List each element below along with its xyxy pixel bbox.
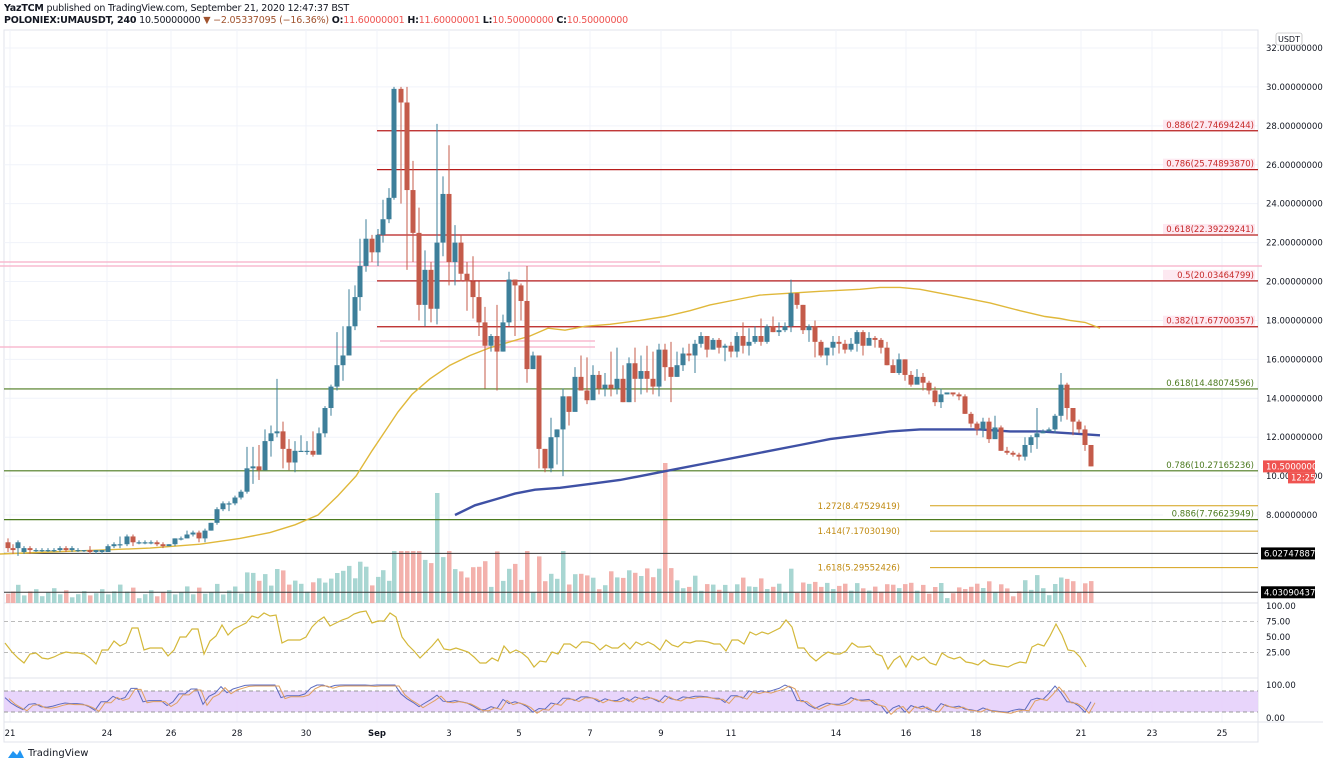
moving-averages (0, 286, 1101, 555)
svg-text:0.886(27.74694244): 0.886(27.74694244) (1166, 121, 1254, 131)
symbol-label: POLONIEX:UMAUSDT, 240 (4, 15, 137, 26)
svg-text:100.00: 100.00 (1266, 681, 1296, 691)
svg-text:75.00: 75.00 (1266, 618, 1290, 628)
price-axis[interactable]: 32.00000000 30.00000000 28.00000000 26.0000… (1261, 32, 1323, 599)
svg-text:28: 28 (232, 729, 243, 739)
svg-text:1.272(8.47529419): 1.272(8.47529419) (818, 502, 900, 512)
open-label: O: (331, 15, 344, 26)
svg-text:10.50000000: 10.50000000 (1266, 462, 1323, 472)
svg-text:28.00000000: 28.00000000 (1266, 122, 1323, 132)
volume-bars (6, 463, 1094, 603)
high-label: H: (407, 15, 419, 26)
svg-text:0.886(7.76623949): 0.886(7.76623949) (1172, 510, 1254, 520)
svg-text:24: 24 (102, 729, 113, 739)
svg-text:0.786(25.74893870): 0.786(25.74893870) (1166, 160, 1254, 170)
svg-text:12:25: 12:25 (1291, 473, 1316, 483)
svg-text:1.618(5.29552426): 1.618(5.29552426) (818, 564, 900, 574)
svg-text:7: 7 (587, 729, 592, 739)
tradingview-footer: TradingView (8, 748, 88, 759)
svg-text:26.00000000: 26.00000000 (1266, 161, 1323, 171)
publish-line: YazTCM published on TradingView.com, Sep… (4, 3, 349, 14)
fib-levels: 0.886(27.74694244) 0.786(25.74893870) 0.61… (0, 119, 1262, 593)
symbol-legend: POLONIEX:UMAUSDT, 240 10.50000000 ▼ −2.0… (4, 15, 628, 26)
close-label: C: (556, 15, 567, 26)
svg-text:9: 9 (658, 729, 663, 739)
svg-text:25.00: 25.00 (1266, 649, 1290, 659)
low-value: 10.50000000 (492, 15, 554, 26)
svg-text:0.786(10.27165236): 0.786(10.27165236) (1166, 461, 1254, 471)
stoch-rsi-pane: 100.00 0.00 (4, 681, 1296, 724)
close-value: 10.50000000 (566, 15, 628, 26)
svg-text:30.00000000: 30.00000000 (1266, 83, 1323, 93)
svg-text:Sep: Sep (368, 729, 386, 739)
svg-text:16.00000000: 16.00000000 (1266, 355, 1323, 365)
tradingview-logo-icon (8, 749, 24, 758)
svg-text:3: 3 (446, 729, 451, 739)
svg-text:8.00000000: 8.00000000 (1266, 511, 1317, 521)
svg-text:22.00000000: 22.00000000 (1266, 239, 1323, 249)
svg-text:50.00: 50.00 (1266, 633, 1290, 643)
svg-text:0.5(20.03464799): 0.5(20.03464799) (1177, 271, 1254, 281)
chart-grid (3, 29, 1323, 743)
candlesticks (5, 86, 1094, 556)
svg-text:100.00: 100.00 (1266, 602, 1296, 612)
time-axis[interactable]: 21 24 26 28 30 Sep 3 5 7 9 11 14 16 18 21 23 25 (5, 729, 1228, 739)
svg-text:21: 21 (5, 729, 16, 739)
svg-text:1.414(7.17030190): 1.414(7.17030190) (818, 527, 900, 537)
published-text: published on TradingView.com, September … (46, 3, 349, 14)
svg-text:USDT: USDT (1278, 35, 1300, 44)
svg-text:0.382(17.67700357): 0.382(17.67700357) (1166, 317, 1254, 327)
high-value: 11.60000001 (418, 15, 480, 26)
publisher-name[interactable]: YazTCM (4, 3, 44, 14)
svg-text:20.00000000: 20.00000000 (1266, 278, 1323, 288)
svg-text:14.00000000: 14.00000000 (1266, 394, 1323, 404)
svg-text:16: 16 (901, 729, 912, 739)
svg-text:23: 23 (1147, 729, 1158, 739)
last-price: 10.50000000 (139, 15, 201, 26)
svg-text:26: 26 (166, 729, 177, 739)
svg-text:30: 30 (301, 729, 312, 739)
svg-text:24.00000000: 24.00000000 (1266, 200, 1323, 210)
svg-text:6.02747887: 6.02747887 (1264, 549, 1315, 559)
svg-text:0.618(14.48074596): 0.618(14.48074596) (1166, 379, 1254, 389)
svg-text:0.618(22.39229241): 0.618(22.39229241) (1166, 225, 1254, 235)
svg-text:25: 25 (1217, 729, 1228, 739)
svg-text:4.03090437: 4.03090437 (1264, 588, 1315, 598)
svg-text:18.00000000: 18.00000000 (1266, 316, 1323, 326)
rsi-pane: 100.00 75.00 50.00 25.00 (4, 602, 1296, 671)
svg-text:5: 5 (516, 729, 521, 739)
svg-text:21: 21 (1076, 729, 1087, 739)
svg-text:32.00000000: 32.00000000 (1266, 44, 1323, 54)
svg-text:11: 11 (726, 729, 737, 739)
svg-text:14: 14 (831, 729, 842, 739)
svg-text:12.00000000: 12.00000000 (1266, 433, 1323, 443)
low-label: L: (482, 15, 493, 26)
change-value: ▼ −2.05337095 (−16.36%) (203, 15, 329, 26)
svg-text:0.00: 0.00 (1266, 714, 1285, 724)
svg-text:18: 18 (971, 729, 982, 739)
footer-brand: TradingView (28, 748, 89, 759)
open-value: 11.60000001 (343, 15, 405, 26)
